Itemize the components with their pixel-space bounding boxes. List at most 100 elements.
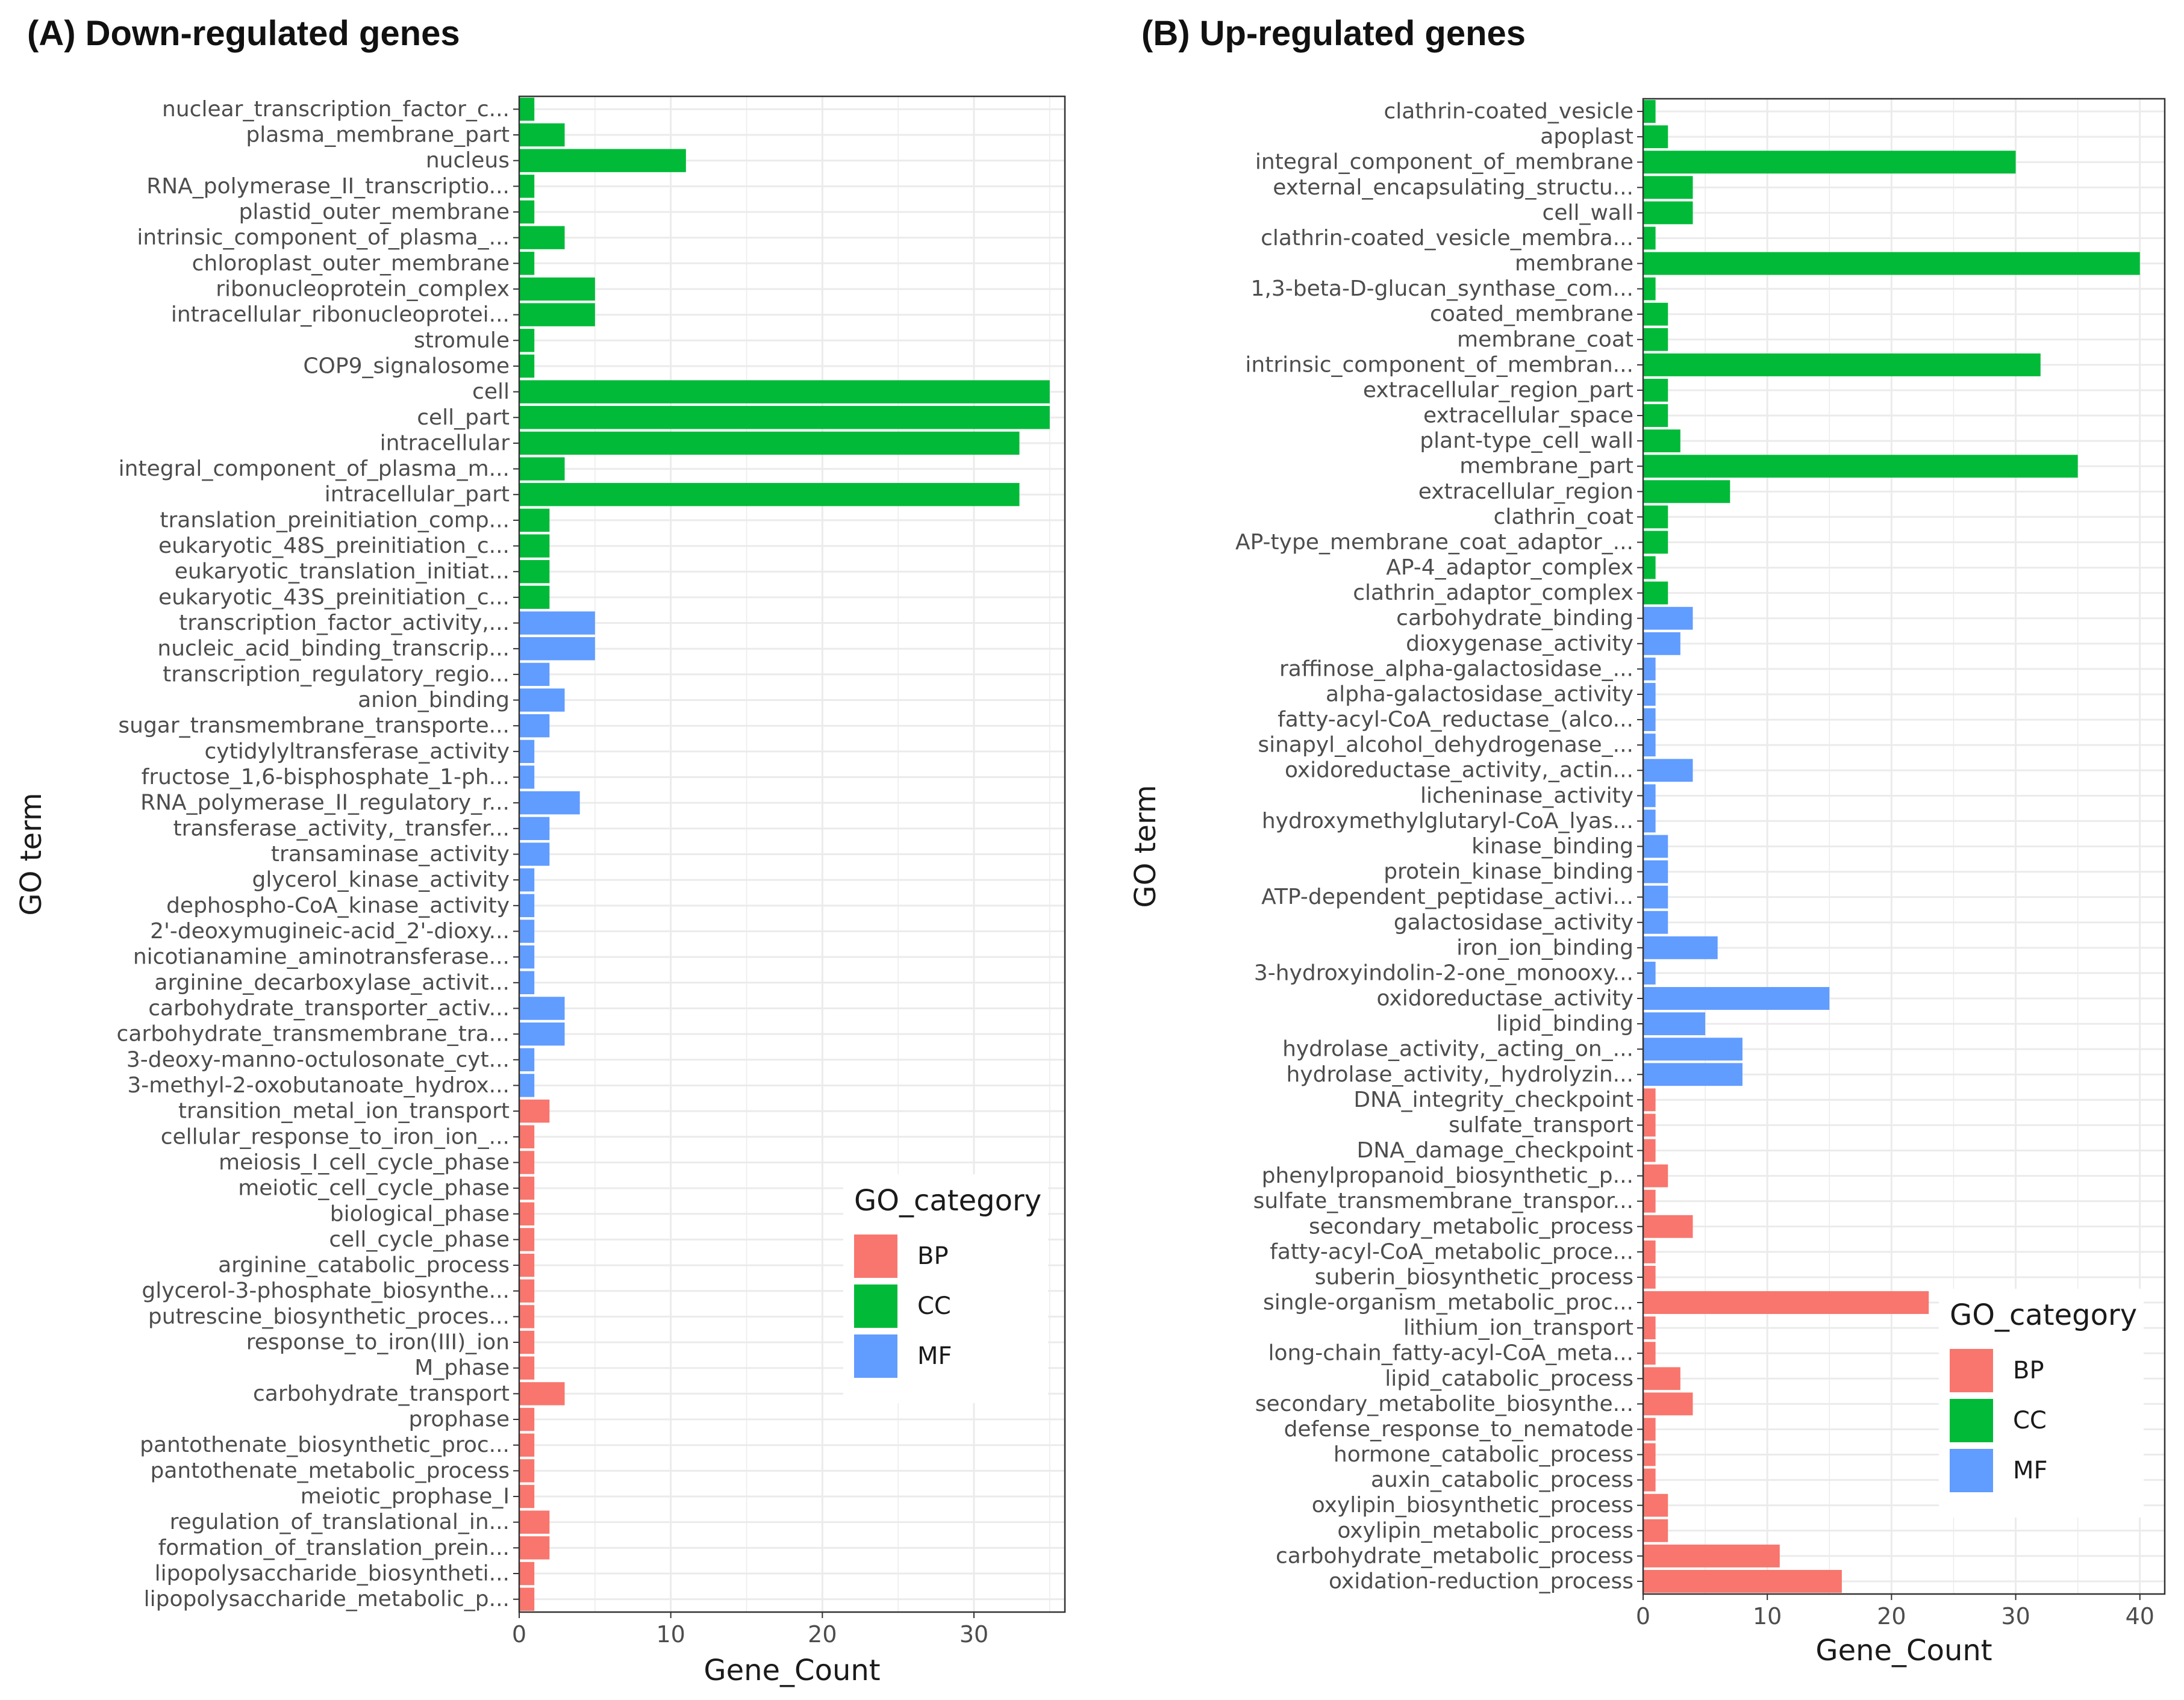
y-tick-label: 3-hydroxyindolin-2-one_monooxy... — [1254, 961, 1633, 985]
bar — [519, 354, 535, 378]
bar — [1643, 1392, 1693, 1416]
bar — [1643, 733, 1656, 757]
bar — [1643, 936, 1718, 959]
y-tick-label: sinapyl_alcohol_dehydrogenase_... — [1258, 733, 1633, 758]
bar — [519, 842, 550, 866]
y-tick-label: biological_phase — [330, 1201, 510, 1226]
legend-label: BP — [2013, 1357, 2044, 1384]
y-tick-label: COP9_signalosome — [303, 353, 510, 378]
y-tick-label: membrane_coat — [1457, 327, 1633, 352]
bar — [519, 534, 550, 558]
bar — [1643, 987, 1830, 1010]
bar — [519, 1484, 535, 1509]
bar — [519, 894, 535, 918]
bar — [519, 1253, 535, 1277]
y-tick-label: lipid_catabolic_process — [1385, 1366, 1633, 1391]
y-tick-label: transcription_regulatory_regio... — [163, 662, 510, 687]
bar — [519, 1022, 565, 1046]
panel-b-title: (B) Up-regulated genes — [1141, 14, 1526, 53]
legend-key-bp — [1950, 1349, 1993, 1392]
y-tick-label: auxin_catabolic_process — [1371, 1468, 1633, 1492]
y-tick-label: cell_part — [417, 405, 510, 430]
y-tick-label: apoplast — [1540, 125, 1633, 149]
bar — [519, 997, 565, 1020]
x-axis-title: Gene_Count — [1815, 1634, 1992, 1667]
bar — [519, 149, 686, 172]
y-tick-label: cytidylyltransferase_activity — [204, 739, 510, 764]
bar — [1643, 860, 1668, 883]
y-tick-label: formation_of_translation_prein... — [158, 1536, 510, 1560]
bar — [1643, 505, 1668, 529]
y-tick-label: secondary_metabolic_process — [1309, 1214, 1633, 1239]
legend-key-bp — [854, 1235, 897, 1278]
bar — [1643, 1139, 1656, 1162]
bar — [519, 1074, 535, 1097]
bar — [519, 1407, 535, 1431]
panel-a-title: (A) Down-regulated genes — [27, 14, 460, 53]
bar — [519, 1228, 535, 1251]
y-tick-label: 1,3-beta-D-glucan_synthase_com... — [1251, 276, 1633, 301]
y-tick-label: putrescine_biosynthetic_proces... — [148, 1304, 510, 1329]
y-tick-label: regulation_of_translational_in... — [170, 1510, 510, 1534]
bar — [519, 817, 550, 841]
y-tick-label: prophase — [408, 1407, 510, 1432]
bar — [519, 662, 550, 687]
y-tick-label: carbohydrate_transmembrane_tra... — [117, 1022, 510, 1047]
y-tick-label: chloroplast_outer_membrane — [192, 251, 510, 276]
bar — [519, 1356, 535, 1380]
y-tick-label: protein_kinase_binding — [1384, 859, 1633, 884]
bar — [519, 406, 1050, 429]
y-tick-label: 3-deoxy-manno-octulosonate_cyt... — [126, 1047, 510, 1072]
y-tick-label: clathrin-coated_vesicle — [1384, 99, 1633, 124]
y-tick-label: ribonucleoprotein_complex — [216, 276, 510, 301]
y-tick-label: M_phase — [414, 1356, 510, 1380]
y-tick-label: AP-type_membrane_coat_adaptor_... — [1235, 530, 1633, 555]
bar — [519, 1048, 535, 1071]
y-tick-label: meiotic_cell_cycle_phase — [238, 1176, 510, 1201]
legend-key-mf — [1950, 1449, 1993, 1492]
bar — [519, 1279, 535, 1303]
bar — [1643, 1164, 1668, 1188]
bar — [519, 945, 535, 969]
y-tick-label: alpha-galactosidase_activity — [1326, 682, 1633, 706]
bar — [1643, 328, 1668, 351]
x-tick-label: 30 — [959, 1621, 988, 1648]
bar — [1643, 708, 1656, 732]
y-tick-label: ATP-dependent_peptidase_activi... — [1261, 885, 1633, 909]
bar — [1643, 784, 1656, 808]
legend-key-mf — [854, 1334, 897, 1378]
y-tick-label: external_encapsulating_structu... — [1273, 175, 1633, 200]
bar — [519, 380, 1050, 403]
y-tick-label: fatty-acyl-CoA_metabolic_proce... — [1270, 1239, 1633, 1264]
bar — [1643, 885, 1668, 909]
y-tick-label: cellular_response_to_iron_ion_... — [161, 1124, 510, 1149]
legend-title: GO_category — [1950, 1298, 2137, 1332]
y-tick-label: secondary_metabolite_biosynthe... — [1255, 1392, 1633, 1416]
y-tick-label: response_to_iron(III)_ion — [246, 1330, 510, 1355]
x-tick-label: 30 — [2001, 1603, 2030, 1630]
y-tick-label: lipid_binding — [1496, 1012, 1633, 1036]
y-tick-label: cell_wall — [1543, 201, 1633, 225]
y-tick-label: plasma_membrane_part — [246, 122, 510, 147]
bar — [1643, 759, 1693, 782]
y-tick-label: long-chain_fatty-acyl-CoA_meta... — [1268, 1341, 1633, 1366]
legend-title: GO_category — [854, 1184, 1041, 1218]
y-axis-title: GO term — [1129, 785, 1162, 908]
y-tick-label: nicotianamine_aminotransferase... — [133, 945, 510, 970]
bar — [519, 1151, 535, 1174]
bar — [1643, 531, 1668, 554]
legend-label: CC — [2013, 1407, 2047, 1434]
y-tick-label: dephospho-CoA_kinase_activity — [166, 893, 510, 918]
y-tick-label: meiosis_I_cell_cycle_phase — [219, 1150, 510, 1175]
y-tick-label: arginine_decarboxylase_activit... — [154, 970, 510, 995]
plot-border — [1642, 98, 2166, 1595]
y-tick-label: suberin_biosynthetic_process — [1315, 1265, 1633, 1289]
y-tick-label: single-organism_metabolic_proc... — [1263, 1291, 1633, 1315]
bar — [1643, 961, 1656, 985]
bar — [1643, 1367, 1680, 1390]
y-tick-label: extracellular_region — [1418, 479, 1633, 504]
x-tick-label: 10 — [1753, 1603, 1782, 1630]
y-tick-label: arginine_catabolic_process — [218, 1253, 510, 1278]
bar — [1643, 1189, 1656, 1213]
bar — [519, 688, 565, 712]
